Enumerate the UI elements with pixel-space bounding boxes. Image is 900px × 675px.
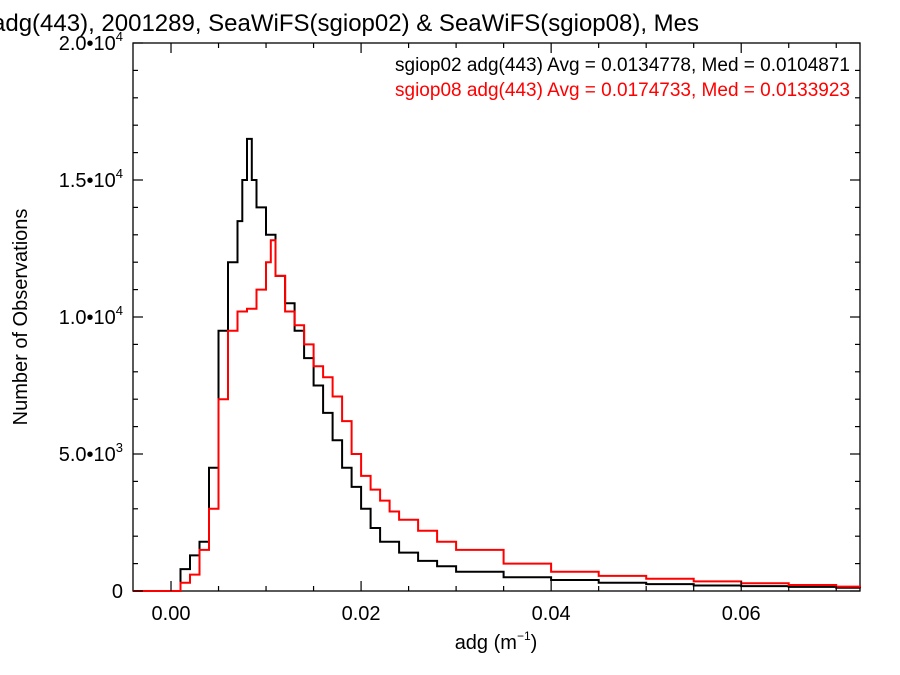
y-axis-label: Number of Observations: [10, 209, 32, 426]
tick-layer: 0.00 0.02 0.04 0.06 0 5.0•103 1.0•104 1.5•104 2.…: [59, 29, 860, 625]
x-tick-label: 0.02: [342, 603, 381, 625]
legend-entry-sgiop08: sgiop08 adg(443) Avg = 0.0174733, Med = …: [395, 80, 850, 101]
series-line-1: [133, 239, 861, 592]
legend-entry-sgiop02: sgiop02 adg(443) Avg = 0.0134778, Med = …: [395, 55, 850, 76]
chart-title: adg(443), 2001289, SeaWiFS(sgiop02) & Se…: [0, 10, 699, 37]
x-tick-label: 0.04: [532, 603, 571, 625]
x-tick-label: 0.06: [722, 603, 761, 625]
y-tick-label: 1.0•104: [59, 303, 123, 329]
series-layer: [133, 137, 861, 592]
x-axis-label-exp: −1: [517, 629, 531, 643]
x-tick-label: 0.00: [152, 603, 191, 625]
plot-frame: [132, 42, 861, 592]
y-tick-label: 1.5•104: [59, 166, 123, 192]
x-axis-label-base: adg (m: [455, 632, 517, 654]
x-axis-label-close: ): [531, 632, 538, 654]
series-line-0: [133, 137, 861, 592]
y-tick-label: 0: [112, 581, 123, 603]
y-tick-label: 2.0•104: [59, 29, 123, 55]
y-tick-label: 5.0•103: [59, 440, 123, 466]
x-axis-label: adg (m−1): [455, 629, 538, 654]
